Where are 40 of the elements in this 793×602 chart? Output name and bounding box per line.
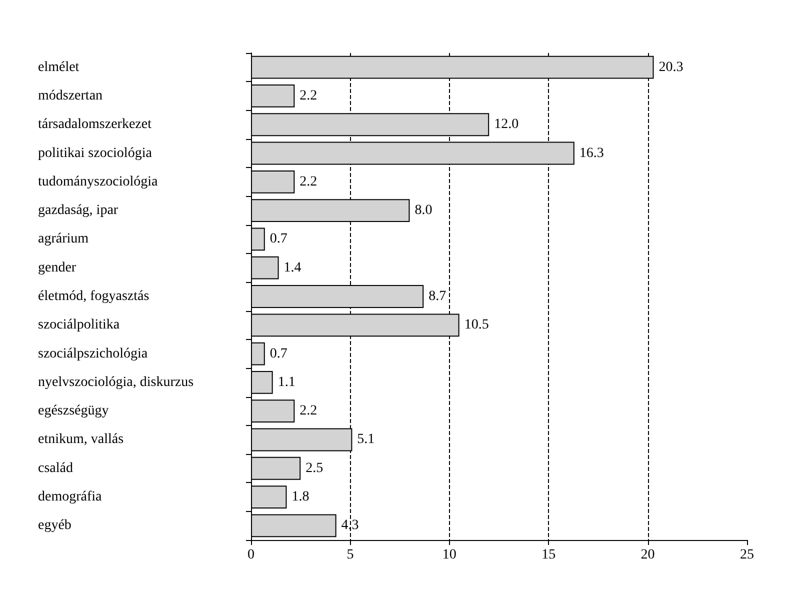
y-tick-label: nyelvszociológia, diskurzus bbox=[38, 374, 194, 390]
data-label: 5.1 bbox=[357, 432, 375, 448]
y-tick-label: szociálpolitika bbox=[38, 318, 120, 333]
data-label: 0.7 bbox=[270, 232, 288, 247]
x-tick-label: 20 bbox=[640, 548, 655, 562]
y-tick-label: demográfia bbox=[38, 490, 103, 505]
y-tick-label: egészségügy bbox=[38, 404, 109, 419]
y-tick-label: gazdaság, ipar bbox=[38, 203, 118, 218]
y-tick-label: társadalomszerkezet bbox=[38, 117, 152, 132]
x-tick-label: 5 bbox=[346, 548, 354, 562]
data-label: 1.4 bbox=[284, 260, 302, 276]
data-label: 1.1 bbox=[278, 374, 296, 390]
y-tick-label: tudományszociológia bbox=[38, 174, 159, 190]
x-tick-label: 0 bbox=[248, 548, 254, 562]
x-tick-label: 15 bbox=[542, 548, 556, 562]
y-tick-label: egyéb bbox=[38, 518, 72, 534]
data-label: 8.7 bbox=[428, 289, 446, 304]
y-tick-label: etnikum, vallás bbox=[38, 432, 124, 448]
data-label: 8.0 bbox=[414, 203, 432, 218]
y-tick-label: módszertan bbox=[38, 88, 103, 104]
data-label: 0.7 bbox=[270, 346, 288, 362]
data-label: 2.2 bbox=[300, 174, 318, 190]
data-label: 2.5 bbox=[306, 460, 324, 476]
data-label: 20.3 bbox=[658, 60, 684, 75]
x-tick-label: 25 bbox=[740, 548, 754, 562]
data-label: 10.5 bbox=[464, 318, 489, 333]
x-tick-label: 10 bbox=[442, 548, 456, 562]
data-label: 2.2 bbox=[300, 88, 318, 104]
data-label: 4.3 bbox=[341, 518, 359, 534]
y-tick-label: szociálpszichológia bbox=[38, 346, 148, 362]
y-tick-label: család bbox=[38, 460, 73, 476]
y-tick-label: agrárium bbox=[38, 232, 89, 247]
data-label: 16.3 bbox=[579, 146, 604, 161]
data-label: 1.8 bbox=[292, 490, 310, 505]
y-tick-label: gender bbox=[38, 260, 76, 276]
data-label: 2.2 bbox=[300, 404, 318, 419]
y-tick-label: elmélet bbox=[38, 60, 80, 75]
data-label: 12.0 bbox=[494, 117, 519, 132]
y-tick-label: politikai szociológia bbox=[38, 146, 153, 161]
y-tick-label: életmód, fogyasztás bbox=[38, 289, 150, 304]
